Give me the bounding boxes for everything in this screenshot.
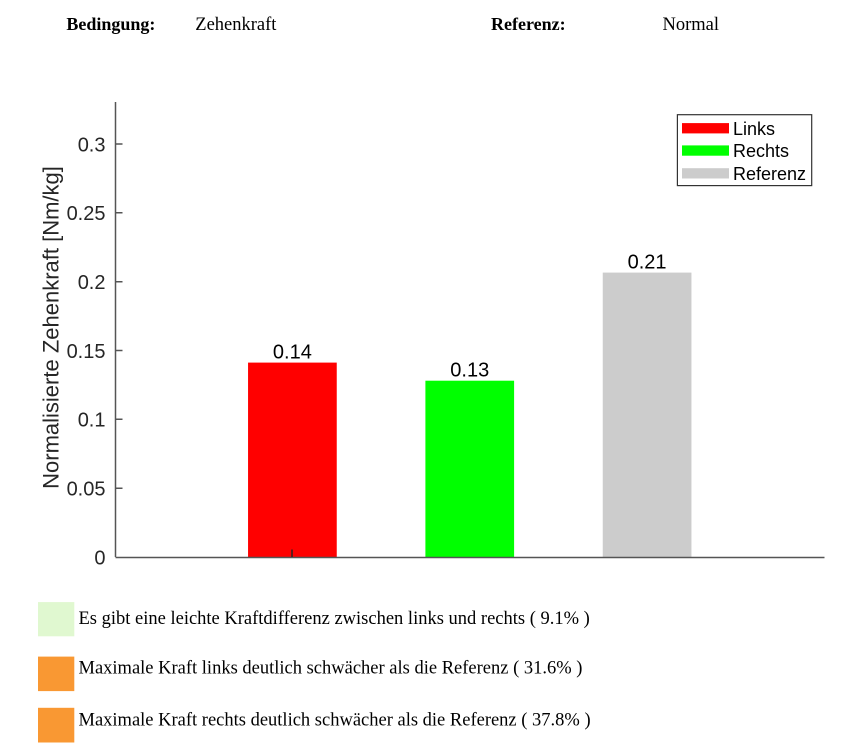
svg-text:Normalisierte Zehenkraft [Nm/k: Normalisierte Zehenkraft [Nm/kg] <box>39 166 64 489</box>
svg-text:0: 0 <box>94 547 105 569</box>
svg-text:0.3: 0.3 <box>78 134 106 156</box>
svg-text:0.14: 0.14 <box>273 341 312 363</box>
svg-text:0.21: 0.21 <box>628 251 667 273</box>
svg-text:0.13: 0.13 <box>450 360 489 382</box>
svg-text:Es gibt eine leichte Kraftdiff: Es gibt eine leichte Kraftdifferenz zwis… <box>79 609 590 629</box>
svg-text:Links: Links <box>733 119 775 139</box>
svg-text:0.15: 0.15 <box>67 341 106 363</box>
svg-text:Referenz:: Referenz: <box>491 14 566 34</box>
svg-text:0.1: 0.1 <box>78 410 106 432</box>
svg-text:Maximale Kraft rechts deutlich: Maximale Kraft rechts deutlich schwächer… <box>79 710 591 730</box>
svg-text:0.2: 0.2 <box>78 272 106 294</box>
svg-text:0.25: 0.25 <box>67 203 106 225</box>
svg-text:Bedingung:: Bedingung: <box>66 14 155 34</box>
svg-text:Maximale Kraft links deutlich: Maximale Kraft links deutlich schwächer … <box>79 659 583 679</box>
svg-text:Referenz: Referenz <box>733 164 806 184</box>
svg-text:0.05: 0.05 <box>67 479 106 501</box>
svg-text:Rechts: Rechts <box>733 141 789 161</box>
svg-text:Normal: Normal <box>663 15 720 35</box>
svg-text:Zehenkraft: Zehenkraft <box>195 15 277 35</box>
